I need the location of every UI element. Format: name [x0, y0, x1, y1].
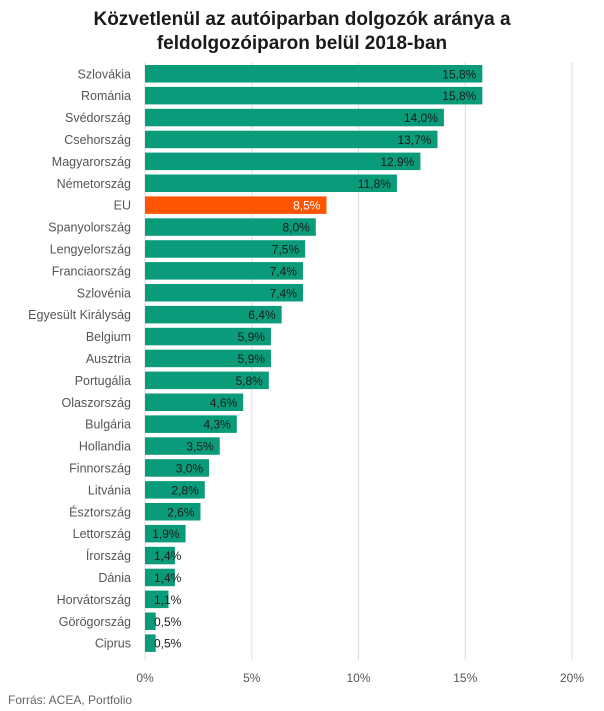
bar [145, 524, 186, 543]
category-label: EU [114, 199, 131, 213]
value-label: 11,8% [358, 177, 391, 191]
value-label: 7,4% [270, 286, 298, 300]
category-label: Finnország [69, 461, 131, 475]
x-tick-label: 20% [560, 671, 584, 685]
value-label: 1,1% [154, 593, 182, 607]
chart-title-line-2: feldolgozóiparon belül 2018-ban [156, 33, 448, 54]
chart-title-line-1: Közvetlenül az autóiparban dolgozók arán… [93, 9, 511, 30]
value-label: 3,0% [176, 461, 204, 475]
category-label: Észtország [69, 504, 131, 519]
value-label: 5,9% [238, 330, 266, 344]
value-label: 14,0% [404, 111, 438, 125]
bar [145, 437, 220, 455]
bar [145, 284, 303, 302]
bar [145, 459, 210, 477]
bar [145, 174, 397, 192]
chart-title: Közvetlenül az autóiparban dolgozók arán… [0, 8, 604, 56]
category-label: Ausztria [86, 352, 131, 366]
bar [145, 634, 156, 652]
x-tick-label: 10% [346, 671, 370, 685]
value-label: 4,6% [210, 396, 238, 410]
bar [145, 327, 271, 346]
value-label: 4,3% [203, 418, 231, 432]
bar [145, 503, 201, 521]
value-label: 2,8% [171, 483, 199, 497]
value-label: 0,5% [154, 637, 182, 651]
value-label: 6,4% [248, 308, 276, 322]
bar [145, 393, 244, 411]
value-label: 15,8% [442, 67, 476, 81]
x-tick-label: 0% [136, 671, 154, 685]
value-label: 12,9% [380, 155, 414, 169]
bar [145, 240, 306, 258]
category-label: Magyarország [52, 155, 131, 169]
category-label: Csehország [64, 133, 131, 147]
category-label: Görögország [59, 615, 131, 629]
bar [145, 305, 282, 324]
value-label: 1,9% [152, 527, 180, 541]
bar [145, 108, 444, 127]
bar [145, 612, 156, 630]
bar [145, 371, 269, 390]
category-label: Olaszország [62, 396, 132, 410]
value-label: 3,5% [186, 440, 214, 454]
value-label: 5,8% [235, 374, 263, 388]
category-label: Lettország [73, 527, 131, 541]
x-tick-label: 15% [453, 671, 477, 685]
bar [145, 349, 271, 368]
category-label: Bulgária [85, 418, 131, 432]
source-note: Forrás: ACEA, Portfolio [8, 693, 133, 707]
category-label: Horvátország [57, 593, 131, 607]
category-label: Németország [57, 177, 131, 191]
category-label: Belgium [86, 330, 131, 344]
value-label: 13,7% [397, 133, 431, 147]
bar [145, 65, 483, 83]
category-label: Ciprus [95, 637, 131, 651]
category-label: Dánia [98, 571, 131, 585]
bar [145, 130, 438, 149]
category-label: Franciaország [52, 264, 131, 278]
value-label: 1,4% [154, 571, 182, 585]
value-label: 5,9% [238, 352, 266, 366]
bar [145, 262, 303, 280]
bar [145, 568, 175, 587]
value-label: 7,5% [272, 242, 300, 256]
category-label: Szlovénia [77, 286, 131, 300]
category-label: Írország [86, 548, 131, 563]
category-label: Lengyelország [50, 242, 131, 256]
bar [145, 590, 169, 609]
value-label: 1,4% [154, 549, 182, 563]
x-tick-label: 5% [243, 671, 261, 685]
category-label: Románia [81, 89, 131, 103]
value-label: 0,5% [154, 615, 182, 629]
bar [145, 546, 175, 565]
value-label: 15,8% [442, 89, 476, 103]
category-label: Szlovákia [78, 67, 132, 81]
bar [145, 196, 327, 214]
bar [145, 152, 421, 171]
bar [145, 481, 205, 499]
bar [145, 86, 483, 105]
bar [145, 415, 237, 433]
category-label: Egyesült Királyság [28, 308, 131, 322]
value-label: 8,5% [293, 199, 321, 213]
bar [145, 218, 316, 236]
category-label: Portugália [75, 374, 131, 388]
category-label: Svédország [65, 111, 131, 125]
category-label: Hollandia [79, 440, 131, 454]
value-label: 8,0% [282, 221, 310, 235]
category-label: Litvánia [88, 483, 131, 497]
value-label: 7,4% [270, 264, 298, 278]
value-label: 2,6% [167, 505, 195, 519]
category-label: Spanyolország [48, 221, 131, 235]
